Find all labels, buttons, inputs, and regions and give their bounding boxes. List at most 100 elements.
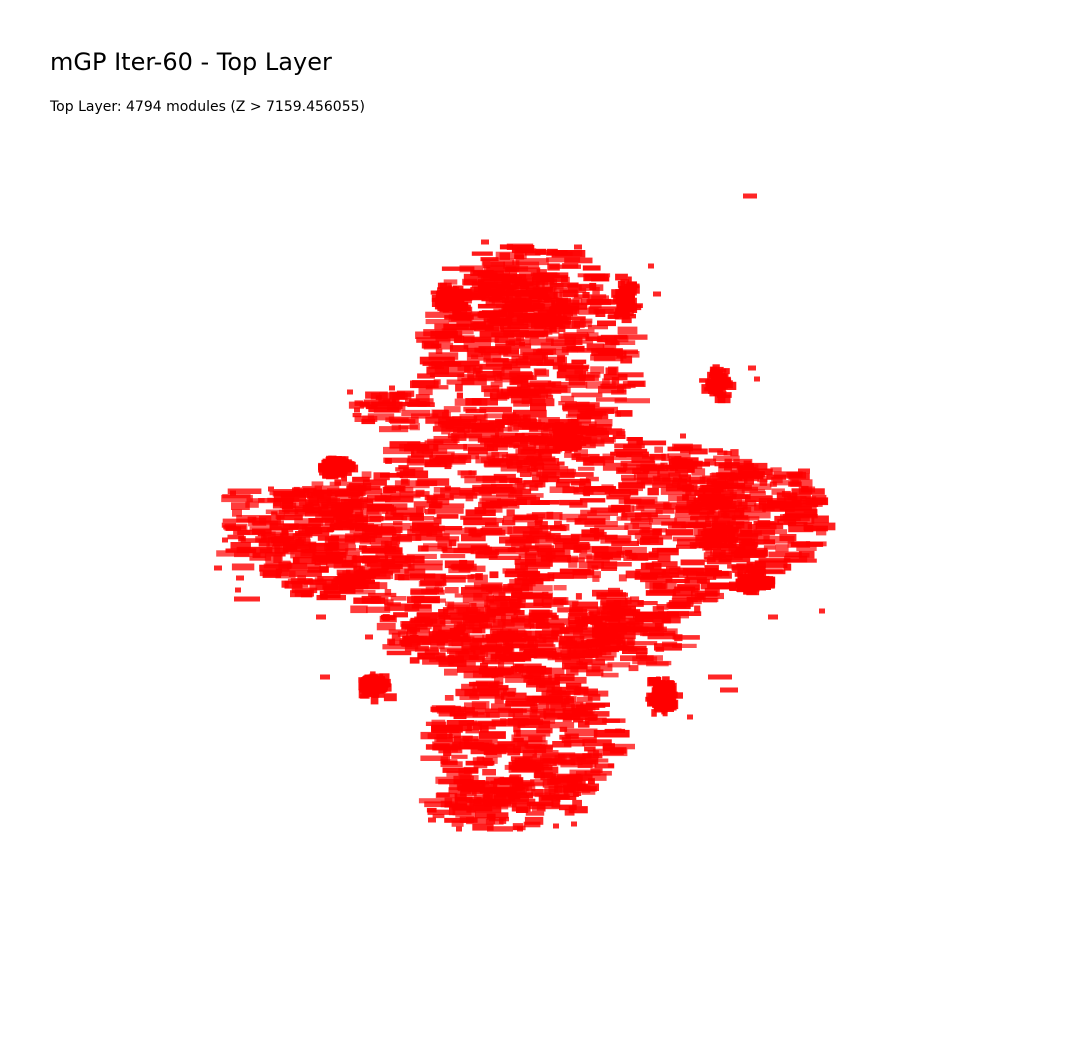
- module-rect: [444, 695, 454, 701]
- macro-cluster-rect: [377, 682, 383, 693]
- module-rect: [227, 534, 245, 540]
- module-rect: [508, 308, 528, 316]
- outlier-module-rect: [481, 239, 489, 245]
- module-rect: [596, 615, 615, 621]
- module-rect: [676, 496, 696, 503]
- module-rect: [516, 482, 526, 490]
- module-rect: [633, 472, 648, 480]
- module-rect: [467, 742, 490, 750]
- module-rect: [551, 653, 585, 660]
- module-rect: [529, 648, 554, 654]
- module-rect: [222, 494, 251, 499]
- module-rect: [574, 449, 588, 457]
- module-rect: [563, 310, 573, 317]
- module-rect: [479, 363, 512, 370]
- macro-cluster-rect: [567, 418, 580, 429]
- module-rect: [576, 414, 609, 420]
- module-rect: [676, 507, 700, 513]
- module-rect: [415, 331, 449, 339]
- module-rect: [553, 794, 569, 799]
- module-rect: [563, 740, 585, 747]
- module-rect: [464, 585, 500, 590]
- module-rect: [364, 533, 382, 538]
- module-rect: [522, 749, 537, 758]
- module-rect: [288, 570, 322, 577]
- module-rect: [515, 304, 542, 312]
- macro-cluster-rect: [565, 433, 575, 438]
- module-rect: [477, 279, 511, 286]
- module-rect: [502, 568, 538, 574]
- module-rect: [541, 597, 567, 605]
- module-rect: [506, 643, 538, 649]
- module-rect: [794, 503, 817, 511]
- macro-cluster-rect: [620, 279, 629, 289]
- module-rect: [483, 798, 504, 805]
- module-rect: [558, 333, 590, 339]
- module-rect: [442, 607, 478, 614]
- module-rect: [380, 472, 403, 478]
- module-rect: [513, 729, 521, 737]
- module-rect: [476, 756, 485, 763]
- module-rect: [514, 494, 537, 500]
- module-rect: [668, 472, 681, 477]
- module-rect: [442, 411, 451, 420]
- module-rect: [517, 573, 528, 581]
- module-rect: [536, 269, 547, 274]
- macro-cluster-rect: [756, 572, 765, 577]
- module-rect: [273, 499, 282, 507]
- module-rect: [362, 479, 387, 486]
- module-rect: [359, 537, 371, 545]
- module-rect: [534, 750, 559, 755]
- module-rect: [513, 737, 524, 742]
- module-rect: [384, 485, 401, 491]
- module-rect: [712, 478, 739, 487]
- module-rect: [271, 511, 278, 516]
- module-rect: [561, 276, 570, 284]
- module-rect: [530, 359, 554, 366]
- module-rect: [531, 709, 565, 714]
- module-rect: [387, 602, 401, 607]
- module-rect: [691, 468, 706, 476]
- module-rect: [616, 550, 633, 555]
- module-rect: [491, 719, 526, 727]
- module-rect: [317, 576, 339, 582]
- module-rect: [446, 421, 471, 427]
- module-rect: [551, 630, 563, 638]
- macro-cluster-rect: [607, 314, 619, 319]
- module-rect: [499, 323, 511, 330]
- module-rect: [608, 489, 631, 497]
- module-rect: [473, 762, 488, 769]
- module-rect: [662, 570, 689, 579]
- module-rect: [578, 721, 590, 728]
- module-rect: [668, 458, 681, 466]
- macro-cluster-rect: [614, 310, 628, 320]
- module-rect: [523, 675, 552, 683]
- module-rect: [479, 406, 512, 413]
- module-rect: [624, 499, 655, 505]
- module-rect: [294, 518, 323, 526]
- module-rect: [647, 487, 659, 496]
- macro-cluster-rect: [623, 291, 628, 301]
- macro-cluster-rect: [651, 709, 657, 717]
- module-rect: [642, 467, 650, 473]
- module-rect: [352, 476, 370, 482]
- module-rect: [587, 694, 601, 701]
- module-rect: [433, 517, 442, 525]
- macro-cluster-rect: [564, 444, 572, 454]
- module-rect: [453, 627, 483, 634]
- module-rect: [399, 491, 430, 497]
- module-rect: [652, 606, 664, 613]
- module-rect: [511, 543, 526, 550]
- module-rect: [424, 619, 446, 625]
- macro-cluster-rect: [436, 290, 448, 296]
- module-rect: [509, 534, 533, 542]
- module-rect: [511, 803, 531, 812]
- module-rect: [456, 622, 475, 630]
- macro-cluster-rect: [561, 438, 569, 446]
- module-rect: [568, 806, 588, 814]
- module-rect: [434, 365, 471, 373]
- module-rect: [388, 629, 406, 635]
- module-rect: [617, 372, 644, 378]
- module-rect: [770, 467, 782, 472]
- module-rect: [505, 340, 515, 346]
